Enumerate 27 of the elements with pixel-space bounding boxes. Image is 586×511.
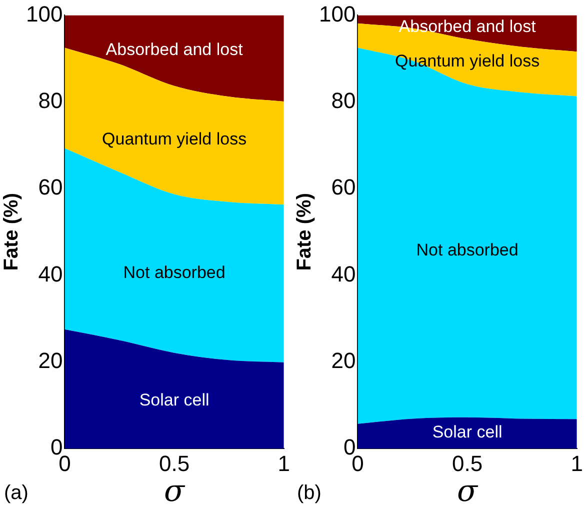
y-tick-label: 20: [331, 348, 356, 373]
text: (a): [4, 482, 28, 505]
y-tick-label: 100: [26, 1, 63, 26]
x-tick-label: 1: [570, 450, 584, 476]
series-label: Quantum yield loss: [102, 130, 247, 149]
series-label: Absorbed and lost: [106, 40, 244, 60]
series-label: Solar cell: [139, 390, 210, 410]
x-tick-label: 1: [278, 450, 290, 476]
y-tick-label: 40: [38, 261, 63, 286]
x-axis-title: σ: [164, 474, 186, 509]
x-axis-title: σ: [457, 474, 480, 509]
y-tick-label: 80: [38, 88, 63, 113]
y-axis-title: Fate (%): [294, 193, 316, 271]
y-tick-label: 20: [38, 348, 63, 373]
text: (b): [297, 482, 322, 505]
y-tick-label: 80: [331, 88, 356, 113]
x-tick-label: 0.5: [158, 450, 190, 476]
y-tick-label: 40: [331, 261, 356, 286]
series-label: Not absorbed: [123, 263, 226, 282]
y-axis-title: Fate (%): [0, 193, 23, 271]
y-tick-label: 100: [318, 1, 356, 26]
series-label: Solar cell: [432, 422, 502, 442]
y-tick-label: 60: [38, 174, 63, 200]
series-label: Not absorbed: [416, 240, 518, 260]
x-tick-label: 0.5: [452, 450, 483, 476]
series-label: Absorbed and lost: [398, 16, 536, 36]
y-tick-label: 60: [331, 174, 356, 200]
